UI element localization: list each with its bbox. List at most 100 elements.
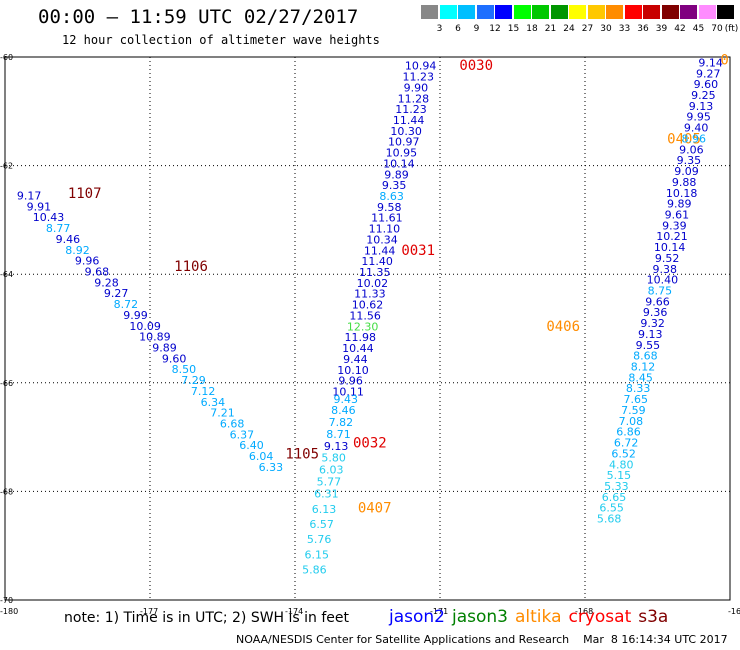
wave-height-label: 9.35 bbox=[382, 179, 407, 192]
wave-height-label: 9.38 bbox=[653, 263, 678, 276]
wave-height-label: 9.14 bbox=[698, 56, 723, 69]
axis-tick-labels: -180 -177 -174 -171 -168 -16 -60 -62 -64 -66 -68 -7… bbox=[0, 53, 740, 616]
legend-entry-cryosat: cryosat bbox=[568, 607, 632, 627]
wave-height-label: 10.09 bbox=[129, 320, 161, 333]
pass-time-label: 0032 bbox=[353, 436, 387, 452]
wave-height-label: 10.62 bbox=[352, 299, 384, 312]
map-subtitle: 12 hour collection of altimeter wave hei… bbox=[62, 33, 380, 47]
lon-tick-label: -174 bbox=[285, 607, 303, 616]
wave-height-label: 10.95 bbox=[386, 147, 418, 160]
scale-swatch bbox=[439, 5, 457, 19]
wave-height-label: 8.96 bbox=[682, 132, 707, 145]
wave-height-label: 11.44 bbox=[393, 114, 425, 127]
wave-height-label: 6.04 bbox=[249, 450, 274, 463]
scale-swatch bbox=[532, 5, 549, 19]
map-frame bbox=[4, 56, 731, 601]
wave-height-label: 11.61 bbox=[371, 212, 403, 225]
pass-time-label: 0405 bbox=[667, 131, 701, 147]
wave-height-label: 5.76 bbox=[307, 533, 332, 546]
scale-swatch bbox=[421, 5, 438, 19]
wave-height-label: 9.96 bbox=[75, 255, 100, 268]
wave-height-label: 9.61 bbox=[665, 208, 690, 221]
wave-height-label: 7.82 bbox=[329, 416, 354, 429]
wave-height-label: 9.88 bbox=[672, 176, 697, 189]
scale-swatch bbox=[550, 5, 568, 19]
wave-height-label: 6.86 bbox=[616, 426, 641, 439]
wave-height-label: 10.44 bbox=[342, 342, 374, 355]
graticule bbox=[5, 57, 730, 600]
wave-height-label: 11.23 bbox=[395, 103, 427, 116]
wave-height-label: 9.89 bbox=[152, 342, 177, 355]
wave-height-label: 9.55 bbox=[636, 339, 661, 352]
wave-height-label: 9.58 bbox=[377, 201, 402, 214]
lon-tick-label: -168 bbox=[575, 607, 593, 616]
wave-height-labels: 10.9411.239.9011.2811.2311.4410.3010.971… bbox=[17, 56, 723, 576]
scale-label: 9 bbox=[473, 24, 480, 34]
wave-height-label: 9.96 bbox=[338, 375, 363, 388]
wave-height-label: 11.44 bbox=[364, 244, 396, 257]
lat-tick-label: -70 bbox=[0, 596, 13, 605]
pass-time-label: 1107 bbox=[68, 186, 102, 202]
pass-time-label: 1105 bbox=[285, 446, 319, 462]
wave-height-label: 10.40 bbox=[647, 274, 679, 287]
wave-height-label: 10.97 bbox=[388, 136, 420, 149]
wave-height-label: 5.68 bbox=[597, 513, 622, 526]
wave-height-label: 8.45 bbox=[628, 371, 653, 384]
scale-swatch bbox=[495, 5, 512, 19]
credit-line: NOAA/NESDIS Center for Satellite Applica… bbox=[236, 633, 728, 646]
wave-height-label: 9.25 bbox=[691, 89, 716, 102]
wave-height-label: 9.13 bbox=[638, 328, 663, 341]
wave-height-label: 5.86 bbox=[302, 564, 327, 577]
wave-height-label: 9.40 bbox=[684, 122, 709, 135]
wave-height-label: 6.55 bbox=[599, 502, 624, 515]
wave-height-label: 6.34 bbox=[201, 396, 226, 409]
lat-tick-label: -66 bbox=[0, 379, 13, 388]
scale-swatch bbox=[476, 5, 494, 19]
scale-swatch bbox=[643, 5, 660, 19]
wave-height-label: 9.60 bbox=[162, 352, 187, 365]
wave-height-label: 9.13 bbox=[689, 100, 714, 113]
wave-height-label: 8.77 bbox=[46, 222, 71, 235]
wave-height-label: 7.08 bbox=[619, 415, 644, 428]
wave-height-label: 5.15 bbox=[607, 469, 632, 482]
scale-swatch bbox=[717, 5, 734, 19]
pass-time-label: 0030 bbox=[459, 58, 493, 74]
wave-height-label: 10.11 bbox=[332, 385, 364, 398]
wave-height-label: 7.59 bbox=[621, 404, 646, 417]
scale-swatch bbox=[606, 5, 623, 19]
wave-height-label: 11.33 bbox=[354, 288, 386, 301]
pass-time-label: 0031 bbox=[401, 243, 435, 259]
lon-tick-label: -16 bbox=[728, 607, 740, 616]
wave-height-label: 10.94 bbox=[405, 60, 437, 73]
scale-swatch bbox=[513, 5, 531, 19]
wave-height-label: 11.56 bbox=[349, 309, 381, 322]
scale-label: 21 bbox=[544, 24, 557, 34]
wave-height-label: 6.33 bbox=[259, 461, 284, 474]
wave-height-label: 9.09 bbox=[674, 165, 699, 178]
wave-height-label: 11.40 bbox=[361, 255, 393, 268]
wave-height-label: 10.02 bbox=[357, 277, 389, 290]
wave-height-label: 11.28 bbox=[398, 92, 430, 105]
pass-time-labels: 0030 0031 0032 0405 0406 0407 1107 1106 1105 0 bbox=[68, 53, 729, 517]
wave-height-label: 5.80 bbox=[321, 452, 346, 465]
wave-height-label: 7.12 bbox=[191, 385, 216, 398]
wave-height-label: 8.33 bbox=[626, 382, 651, 395]
wave-height-label: 9.52 bbox=[655, 252, 680, 265]
wave-height-label: 9.17 bbox=[17, 189, 42, 202]
wave-height-label: 9.27 bbox=[104, 287, 129, 300]
wave-height-label: 9.27 bbox=[696, 67, 721, 80]
wave-height-label: 10.18 bbox=[666, 187, 698, 200]
wave-height-label: 9.39 bbox=[662, 219, 687, 232]
wave-height-label: 9.44 bbox=[343, 353, 368, 366]
scale-label: 6 bbox=[455, 24, 461, 34]
wave-height-label: 6.13 bbox=[312, 503, 337, 516]
wave-height-label: 12.30 bbox=[347, 320, 379, 333]
scale-label: 70 bbox=[711, 24, 723, 34]
satellite-legend: jason2 jason3 altika cryosat s3a bbox=[389, 607, 675, 627]
wave-height-label: 7.65 bbox=[624, 393, 649, 406]
wave-height-label: 9.91 bbox=[27, 200, 52, 213]
wave-height-label: 8.46 bbox=[331, 404, 356, 417]
lon-tick-label: -177 bbox=[140, 607, 158, 616]
scale-unit: (ft) bbox=[724, 24, 739, 34]
